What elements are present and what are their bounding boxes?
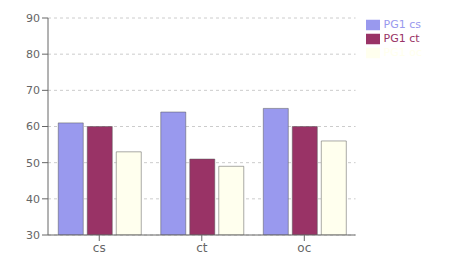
svg-text:40: 40 [26, 193, 40, 206]
html-text:PG1 oc: PG1 oc [383, 46, 422, 59]
svg-text:ct: ct [196, 241, 208, 255]
svg-text:50: 50 [26, 157, 40, 170]
html-text:PG1 cs: PG1 cs [383, 18, 421, 31]
svg-text:80: 80 [26, 48, 40, 61]
svg-text:60: 60 [26, 120, 40, 133]
svg-text:70: 70 [26, 84, 40, 97]
svg-text:cs: cs [93, 241, 106, 255]
svg-text:30: 30 [26, 229, 40, 242]
html-text:PG1 ct: PG1 ct [383, 32, 420, 45]
svg-text:90: 90 [26, 12, 40, 25]
svg-text:oc: oc [297, 241, 311, 255]
